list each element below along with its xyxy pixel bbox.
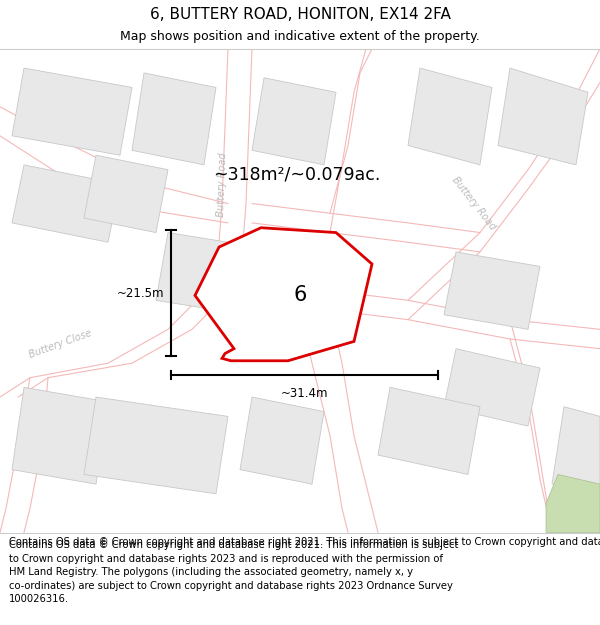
Polygon shape <box>444 349 540 426</box>
Polygon shape <box>12 68 132 155</box>
Polygon shape <box>498 68 588 165</box>
Text: Contains OS data © Crown copyright and database right 2021. This information is : Contains OS data © Crown copyright and d… <box>9 537 600 547</box>
Text: 6: 6 <box>293 286 307 306</box>
Polygon shape <box>546 474 600 532</box>
Polygon shape <box>84 397 228 494</box>
Text: ~318m²/~0.079ac.: ~318m²/~0.079ac. <box>213 166 380 184</box>
Polygon shape <box>156 232 228 310</box>
Polygon shape <box>252 78 336 165</box>
Polygon shape <box>132 73 216 165</box>
Text: ~31.4m: ~31.4m <box>281 388 328 401</box>
Polygon shape <box>444 252 540 329</box>
Polygon shape <box>552 407 600 494</box>
Polygon shape <box>12 165 120 242</box>
Text: Buttery Road: Buttery Road <box>450 175 498 232</box>
Text: 6, BUTTERY ROAD, HONITON, EX14 2FA: 6, BUTTERY ROAD, HONITON, EX14 2FA <box>149 7 451 22</box>
Polygon shape <box>84 155 168 232</box>
Text: Map shows position and indicative extent of the property.: Map shows position and indicative extent… <box>120 30 480 43</box>
Polygon shape <box>408 68 492 165</box>
Text: Contains OS data © Crown copyright and database right 2021. This information is : Contains OS data © Crown copyright and d… <box>9 540 458 604</box>
Polygon shape <box>12 388 108 484</box>
Text: Buttery Close: Buttery Close <box>27 328 93 360</box>
Text: Buttery Road: Buttery Road <box>256 317 320 327</box>
Polygon shape <box>378 388 480 474</box>
Polygon shape <box>195 228 372 361</box>
Polygon shape <box>240 397 324 484</box>
Text: Buttery Road: Buttery Road <box>216 152 228 217</box>
Text: ~21.5m: ~21.5m <box>116 286 164 299</box>
